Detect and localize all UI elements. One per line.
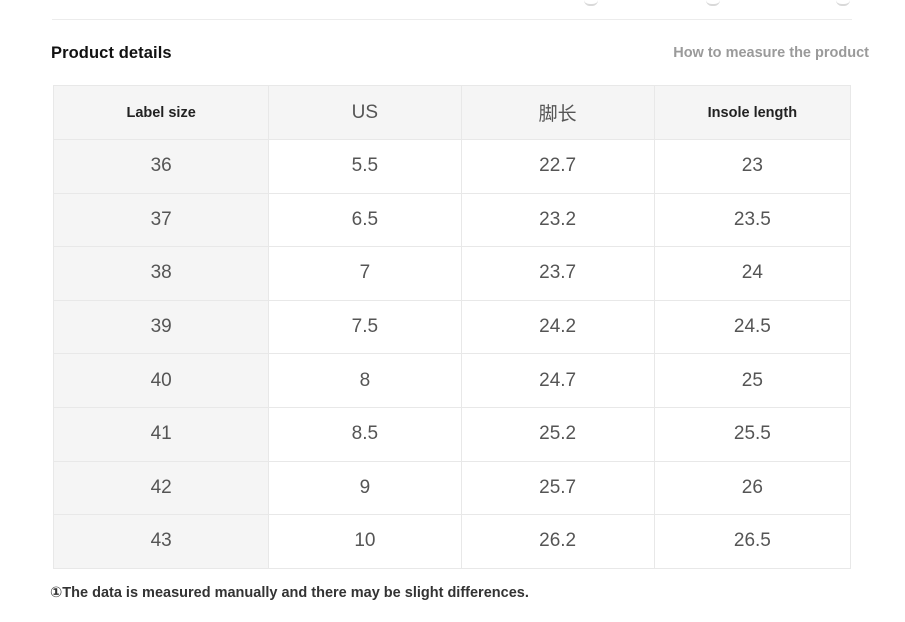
- cell-us: 7.5: [268, 299, 462, 355]
- size-chart-table: Label size US 脚长 Insole length 36 5.5 22…: [52, 85, 852, 569]
- table-row: 40 8 24.7 25: [52, 353, 852, 408]
- partial-icon-top: [706, 0, 720, 6]
- cell-label-size: 40: [52, 353, 270, 408]
- cell-label-size: 37: [52, 192, 270, 248]
- table-row: 38 7 23.7 24: [52, 246, 852, 301]
- cell-us: 7: [268, 246, 462, 301]
- header-us: US: [268, 85, 462, 140]
- cell-foot-length: 22.7: [460, 139, 655, 194]
- table-row: 39 7.5 24.2 24.5: [52, 299, 852, 355]
- measurement-footnote: ①The data is measured manually and there…: [50, 585, 529, 601]
- cell-insole-length: 25: [653, 353, 852, 408]
- cell-label-size: 39: [52, 299, 270, 355]
- cell-foot-length: 24.7: [460, 353, 655, 408]
- cell-label-size: 42: [52, 460, 270, 516]
- cell-us: 8: [268, 353, 462, 408]
- table-header-row: Label size US 脚长 Insole length: [52, 85, 852, 140]
- header-foot-length: 脚长: [460, 85, 655, 140]
- cell-label-size: 43: [52, 514, 270, 569]
- cell-foot-length: 23.7: [460, 246, 655, 301]
- cell-foot-length: 23.2: [460, 192, 655, 248]
- cell-foot-length: 26.2: [460, 514, 655, 569]
- cell-insole-length: 24.5: [653, 299, 852, 355]
- table-row: 37 6.5 23.2 23.5: [52, 192, 852, 248]
- cell-us: 5.5: [268, 139, 462, 194]
- cell-label-size: 38: [52, 246, 270, 301]
- table-row: 43 10 26.2 26.5: [52, 514, 852, 569]
- cell-label-size: 41: [52, 406, 270, 462]
- cell-insole-length: 23: [653, 139, 852, 194]
- partial-icon-top: [584, 0, 598, 6]
- cell-label-size: 36: [52, 139, 270, 194]
- cell-foot-length: 25.7: [460, 460, 655, 516]
- cell-insole-length: 26: [653, 460, 852, 516]
- cell-us: 9: [268, 460, 462, 516]
- table-row: 41 8.5 25.2 25.5: [52, 406, 852, 462]
- partial-icon-top: [836, 0, 850, 6]
- header-insole-length: Insole length: [653, 85, 852, 140]
- cell-insole-length: 24: [653, 246, 852, 301]
- cell-insole-length: 25.5: [653, 406, 852, 462]
- top-divider: [52, 19, 852, 20]
- cell-insole-length: 26.5: [653, 514, 852, 569]
- cell-us: 6.5: [268, 192, 462, 248]
- product-details-title: Product details: [51, 44, 172, 62]
- cell-insole-length: 23.5: [653, 192, 852, 248]
- header-label-size: Label size: [52, 85, 270, 140]
- table-row: 42 9 25.7 26: [52, 460, 852, 516]
- cell-us: 10: [268, 514, 462, 569]
- cell-foot-length: 24.2: [460, 299, 655, 355]
- table-row: 36 5.5 22.7 23: [52, 139, 852, 194]
- cell-us: 8.5: [268, 406, 462, 462]
- cell-foot-length: 25.2: [460, 406, 655, 462]
- how-to-measure-link[interactable]: How to measure the product: [673, 45, 869, 61]
